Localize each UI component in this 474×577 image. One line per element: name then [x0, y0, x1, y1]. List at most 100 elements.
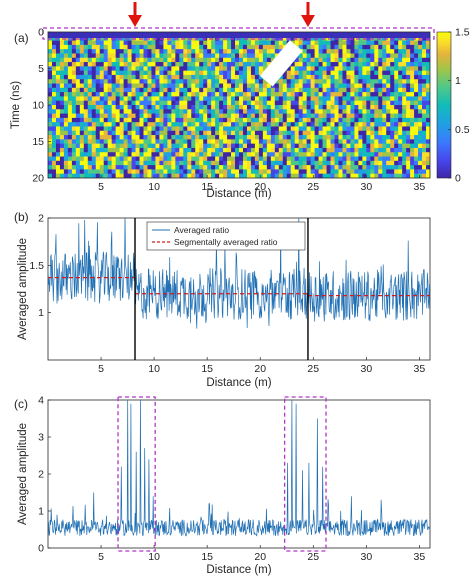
heatmap-cell — [366, 62, 371, 67]
heatmap-cell — [246, 96, 252, 102]
heatmap-cell — [318, 126, 323, 132]
heatmap-cell — [358, 143, 363, 149]
heatmap-cell — [426, 139, 430, 145]
heatmap-cell — [115, 83, 121, 89]
heatmap-cell — [147, 49, 152, 54]
heatmap-cell — [374, 83, 379, 89]
heatmap-cell — [318, 160, 323, 166]
heatmap-cell — [139, 74, 144, 80]
heatmap-cell — [374, 62, 379, 67]
heatmap-cell — [338, 100, 343, 106]
heatmap-cell — [151, 130, 156, 136]
heatmap-cell — [239, 147, 244, 153]
heatmap-cell — [426, 165, 430, 170]
heatmap-cell — [71, 57, 77, 63]
heatmap-cell — [187, 49, 192, 54]
heatmap-cell — [103, 105, 109, 110]
heatmap-cell — [358, 40, 363, 46]
heatmap-cell — [119, 130, 125, 136]
heatmap-cell — [278, 92, 284, 97]
heatmap-cell — [390, 79, 395, 84]
heatmap-cell — [195, 87, 200, 93]
heatmap-cell — [374, 57, 379, 63]
heatmap-cell — [91, 160, 97, 166]
heatmap-cell — [298, 74, 304, 80]
heatmap-cell — [123, 113, 128, 119]
heatmap-cell — [334, 139, 339, 145]
heatmap-cell — [215, 92, 220, 97]
heatmap-cell — [390, 66, 395, 72]
heatmap-cell — [362, 139, 367, 145]
heatmap-cell — [87, 36, 93, 41]
heatmap-cell — [318, 62, 323, 67]
heatmap-cell — [55, 87, 61, 93]
heatmap-cell — [203, 74, 208, 80]
heatmap-cell — [231, 44, 236, 50]
heatmap-cell — [350, 147, 355, 153]
heatmap-cell — [123, 173, 128, 178]
heatmap-cell — [254, 169, 260, 175]
heatmap-cell — [223, 62, 228, 67]
heatmap-cell — [103, 139, 109, 145]
heatmap-cell — [211, 40, 216, 46]
heatmap-cell — [326, 57, 331, 63]
heatmap-cell — [366, 109, 371, 114]
heatmap-cell — [386, 105, 391, 110]
heatmap-cell — [242, 109, 248, 114]
heatmap-cell — [135, 105, 140, 110]
heatmap-cell — [318, 139, 323, 145]
heatmap-cell — [346, 53, 351, 59]
heatmap-cell — [183, 36, 188, 41]
heatmap-cell — [183, 165, 188, 170]
heatmap-cell — [159, 147, 164, 153]
heatmap-cell — [326, 152, 331, 157]
axis-b-xtick-label: 20 — [254, 363, 266, 375]
heatmap-cell — [111, 105, 117, 110]
heatmap-cell — [382, 156, 387, 162]
heatmap-cell — [159, 126, 164, 132]
heatmap-cell — [131, 130, 136, 136]
heatmap-cell — [99, 70, 105, 76]
heatmap-cell — [191, 62, 196, 67]
heatmap-cell — [79, 92, 85, 97]
heatmap-cell — [179, 147, 184, 153]
heatmap-cell — [227, 143, 232, 149]
heatmap-cell — [398, 70, 403, 76]
heatmap-cell — [239, 165, 244, 170]
heatmap-cell — [254, 152, 260, 157]
heatmap-cell — [147, 62, 152, 67]
heatmap-cell — [143, 152, 148, 157]
heatmap-cell — [414, 92, 419, 97]
heatmap-cell — [139, 66, 144, 72]
heatmap-cell — [67, 152, 73, 157]
heatmap-cell — [426, 53, 430, 59]
heatmap-cell — [370, 83, 375, 89]
heatmap-cell — [274, 49, 280, 54]
heatmap-cell — [203, 173, 208, 178]
heatmap-cell — [350, 169, 355, 175]
heatmap-cell — [402, 57, 407, 63]
heatmap-cell — [139, 122, 144, 127]
heatmap-cell — [107, 44, 113, 50]
heatmap-cell — [163, 156, 168, 162]
heatmap-cell — [183, 49, 188, 54]
heatmap-cell — [262, 143, 268, 149]
heatmap-cell — [51, 83, 57, 89]
axis-c-ylabel: Averaged amplitude — [17, 423, 29, 525]
heatmap-cell — [163, 109, 168, 114]
heatmap-cell — [55, 44, 61, 50]
heatmap-cell — [370, 169, 375, 175]
heatmap-cell — [310, 92, 316, 97]
heatmap-cell — [59, 135, 65, 140]
heatmap-cell — [330, 117, 335, 123]
heatmap-cell — [143, 74, 148, 80]
heatmap-cell — [107, 96, 113, 102]
heatmap-cell — [366, 156, 371, 162]
heatmap-cell — [274, 79, 280, 84]
heatmap-group — [48, 32, 430, 178]
heatmap-cell — [139, 49, 144, 54]
heatmap-cell — [354, 160, 359, 166]
heatmap-cell — [398, 83, 403, 89]
heatmap-cell — [211, 53, 216, 59]
heatmap-cell — [402, 36, 407, 41]
